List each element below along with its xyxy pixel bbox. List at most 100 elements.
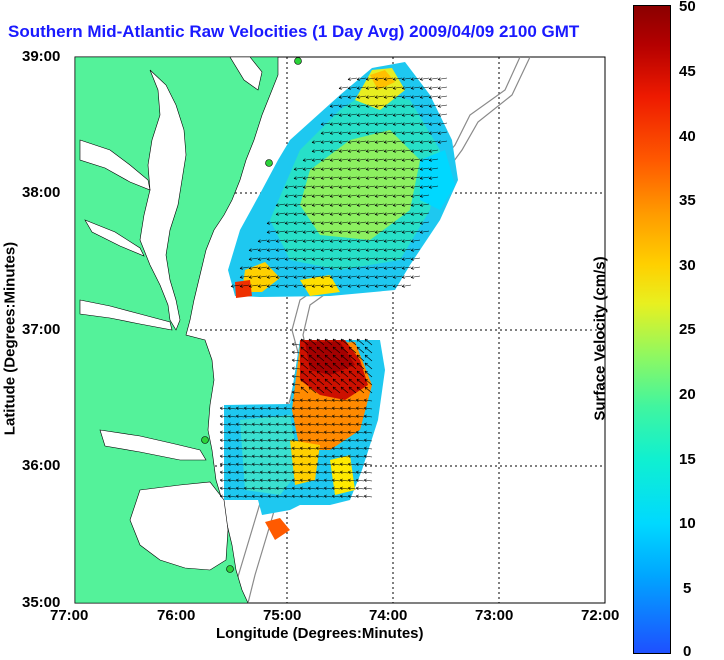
velocity-arrow <box>259 454 269 458</box>
velocity-arrow <box>338 86 349 90</box>
velocity-arrow <box>365 212 376 216</box>
velocity-arrow <box>227 406 237 410</box>
velocity-arrow <box>410 176 421 180</box>
velocity-arrow <box>302 275 313 279</box>
velocity-arrow <box>302 230 313 234</box>
velocity-arrow <box>356 239 367 243</box>
velocity-arrow <box>363 414 373 418</box>
velocity-arrow <box>291 382 301 386</box>
velocity-arrow <box>266 248 277 252</box>
velocity-arrow <box>320 284 331 288</box>
velocity-arrow <box>267 494 277 498</box>
velocity-arrow <box>347 406 357 410</box>
velocity-arrow <box>323 430 333 434</box>
velocity-arrow <box>329 203 340 207</box>
velocity-arrow <box>374 230 385 234</box>
velocity-arrow <box>311 167 322 171</box>
velocity-arrow <box>235 494 245 498</box>
velocity-arrow <box>284 248 295 252</box>
velocity-arrow <box>383 122 394 126</box>
velocity-arrow <box>329 212 340 216</box>
velocity-arrow <box>374 104 385 108</box>
velocity-arrow <box>266 221 277 225</box>
velocity-arrow <box>267 454 277 458</box>
velocity-arrow <box>275 257 286 261</box>
velocity-arrow <box>323 446 333 450</box>
velocity-arrow <box>302 176 313 180</box>
velocity-arrow <box>320 221 331 225</box>
velocity-arrow <box>329 104 340 108</box>
velocity-arrow <box>239 284 250 288</box>
velocity-arrow <box>419 167 430 171</box>
velocity-arrow <box>308 362 317 370</box>
velocity-arrow <box>324 378 333 386</box>
velocity-arrow <box>392 77 403 81</box>
velocity-arrow <box>259 438 269 442</box>
velocity-arrow <box>365 158 376 162</box>
velocity-arrow <box>383 257 394 261</box>
velocity-arrow <box>267 462 277 466</box>
velocity-arrow <box>374 275 385 279</box>
velocity-arrow <box>302 167 313 171</box>
velocity-arrow <box>251 414 261 418</box>
velocity-arrow <box>311 284 322 288</box>
velocity-arrow <box>275 470 285 474</box>
velocity-arrow <box>356 248 367 252</box>
velocity-arrow <box>419 122 430 126</box>
velocity-arrow <box>323 454 333 458</box>
velocity-arrow <box>308 338 317 346</box>
velocity-arrow <box>283 446 293 450</box>
velocity-arrow <box>302 266 313 270</box>
velocity-arrow <box>419 113 430 117</box>
velocity-arrow <box>243 438 253 442</box>
velocity-arrow <box>311 158 322 162</box>
velocity-arrow <box>338 194 349 198</box>
velocity-arrow <box>365 167 376 171</box>
velocity-arrow <box>293 257 304 261</box>
velocity-arrow <box>315 398 325 402</box>
velocity-arrow <box>410 86 421 90</box>
velocity-arrow <box>410 194 421 198</box>
velocity-arrow <box>283 438 293 442</box>
velocity-arrow <box>259 430 269 434</box>
velocity-arrow <box>356 212 367 216</box>
velocity-arrow <box>307 438 317 442</box>
velocity-arrow <box>339 414 349 418</box>
velocity-arrow <box>251 470 261 474</box>
velocity-arrow <box>323 438 333 442</box>
velocity-arrow <box>348 370 357 378</box>
velocity-arrow <box>365 86 376 90</box>
land-mass <box>74 56 279 604</box>
velocity-arrow <box>410 221 421 225</box>
pamlico-sound <box>129 481 229 571</box>
y-tick-label: 35:00 <box>22 594 61 611</box>
velocity-arrow <box>338 275 349 279</box>
velocity-arrow <box>340 362 349 370</box>
velocity-arrow <box>329 131 340 135</box>
velocity-arrow <box>227 478 237 482</box>
velocity-arrow <box>257 248 268 252</box>
velocity-arrow <box>338 248 349 252</box>
velocity-arrow <box>410 248 421 252</box>
velocity-arrow <box>410 158 421 162</box>
velocity-arrow <box>401 230 412 234</box>
velocity-arrow <box>392 113 403 117</box>
velocity-arrow <box>365 77 376 81</box>
velocity-arrow <box>307 414 317 418</box>
velocity-arrow <box>401 158 412 162</box>
velocity-arrow <box>356 149 367 153</box>
velocity-arrow <box>329 239 340 243</box>
velocity-arrow <box>339 406 349 410</box>
velocity-arrow <box>257 284 268 288</box>
velocity-arrow <box>410 113 421 117</box>
y-tick-label: 37:00 <box>22 321 61 338</box>
velocity-arrow <box>347 104 358 108</box>
velocity-arrow <box>300 370 309 378</box>
velocity-arrow <box>347 422 357 426</box>
colorbar-tick-label: 10 <box>679 515 696 532</box>
velocity-arrow <box>331 398 341 402</box>
velocity-arrow <box>267 406 277 410</box>
velocity-arrow <box>363 454 373 458</box>
velocity-arrow <box>324 346 333 354</box>
velocity-arrow <box>299 430 309 434</box>
